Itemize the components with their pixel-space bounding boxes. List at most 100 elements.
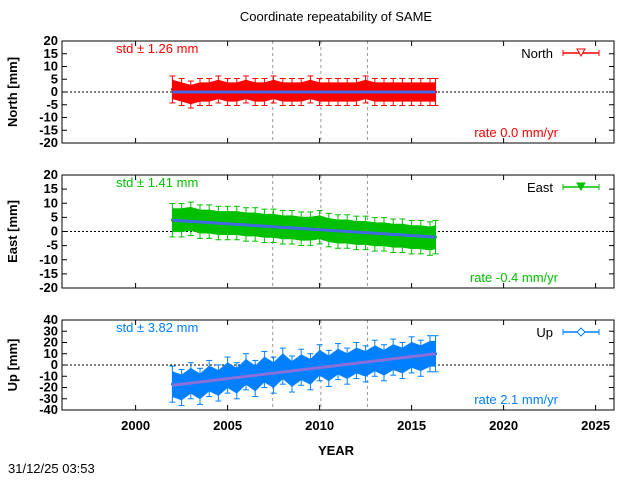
marker [189, 217, 193, 221]
marker [226, 373, 230, 377]
data-point [307, 75, 314, 104]
data-point [261, 350, 268, 389]
marker [382, 361, 386, 365]
legend-label: North [521, 46, 553, 61]
x-tick-label: 2020 [489, 418, 518, 433]
y-tick-label: 0 [51, 224, 58, 239]
y-tick-label: -20 [39, 380, 58, 395]
marker [262, 368, 266, 371]
std-annotation: std ± 1.26 mm [116, 41, 198, 56]
data-point [399, 341, 406, 380]
legend-marker-icon [576, 48, 586, 58]
data-point [187, 362, 194, 400]
data-point [335, 343, 341, 381]
data-point [233, 362, 240, 400]
rate-annotation: rate 0.0 mm/yr [474, 125, 558, 140]
y-tick-label: 20 [44, 167, 58, 182]
y-tick-label: -20 [39, 135, 58, 150]
y-axis-label: North [mm] [5, 57, 20, 127]
data-point [187, 80, 194, 109]
std-annotation: std ± 3.82 mm [116, 320, 198, 335]
data-point [224, 356, 231, 394]
y-tick-label: 20 [44, 33, 58, 48]
marker [180, 386, 184, 389]
x-tick-label: 2010 [305, 418, 334, 433]
data-point [197, 367, 203, 405]
x-axis-label: YEAR [318, 443, 355, 458]
y-tick-label: 15 [44, 46, 58, 61]
marker [235, 379, 239, 383]
marker [308, 87, 312, 91]
chart-title: Coordinate repeatability of SAME [240, 9, 433, 24]
y-tick-label: 5 [51, 209, 58, 224]
rate-annotation: rate -0.4 mm/yr [470, 270, 559, 285]
y-axis-label: East [mm] [5, 200, 20, 263]
legend-label: East [527, 180, 553, 195]
y-tick-label: -10 [39, 368, 58, 383]
plot-frame [61, 319, 615, 411]
data-point [362, 75, 369, 104]
rate-annotation: rate 2.1 mm/yr [474, 392, 558, 407]
data-point [289, 355, 295, 393]
marker [253, 377, 257, 380]
marker [299, 365, 303, 369]
y-axis-label: Up [mm] [5, 339, 20, 392]
data-point [270, 75, 277, 104]
y-tick-label: 0 [51, 357, 58, 372]
y-tick-label: -10 [39, 252, 58, 267]
marker [290, 372, 294, 376]
data-point [243, 75, 249, 104]
legend-marker-icon [576, 327, 586, 337]
y-tick-label: 15 [44, 181, 58, 196]
legend-label: Up [536, 325, 553, 340]
x-tick-label: 2025 [581, 418, 610, 433]
data-point [215, 75, 222, 104]
y-tick-label: 5 [51, 71, 58, 86]
marker [170, 87, 174, 91]
legend-marker-icon [576, 182, 586, 192]
legend: East [527, 180, 600, 195]
data-point [362, 345, 369, 383]
trend-fit-line [172, 352, 436, 387]
marker [244, 87, 248, 91]
y-tick-label: -20 [39, 280, 58, 295]
data-point [279, 347, 286, 385]
y-tick-label: -15 [39, 266, 58, 281]
marker [336, 360, 340, 364]
trend-fit-line [172, 218, 436, 239]
data-point [353, 341, 360, 380]
data-point [187, 201, 194, 237]
marker [198, 384, 202, 388]
y-tick-label: 20 [44, 335, 58, 350]
x-tick-label: 2000 [121, 418, 150, 433]
y-tick-label: 10 [44, 59, 58, 74]
std-annotation: std ± 1.41 mm [116, 175, 198, 190]
y-tick-label: -40 [39, 402, 58, 417]
marker [216, 381, 220, 385]
x-tick-label: 2015 [397, 418, 426, 433]
y-tick-label: -5 [46, 97, 58, 112]
plot-frame [61, 40, 615, 144]
marker [272, 87, 276, 91]
data-point [316, 344, 323, 382]
data-point [252, 359, 259, 398]
y-tick-label: -30 [39, 391, 58, 406]
legend: North [521, 46, 600, 61]
marker [318, 225, 322, 229]
data-point [307, 353, 314, 391]
data-point [390, 338, 397, 376]
y-tick-label: -10 [39, 110, 58, 125]
marker [318, 361, 322, 365]
legend: Up [536, 325, 600, 340]
plot-frame [61, 174, 615, 289]
data-point [298, 348, 305, 386]
data-point [316, 210, 323, 245]
y-tick-label: 10 [44, 346, 58, 361]
data-point [417, 339, 424, 377]
marker [364, 87, 368, 91]
